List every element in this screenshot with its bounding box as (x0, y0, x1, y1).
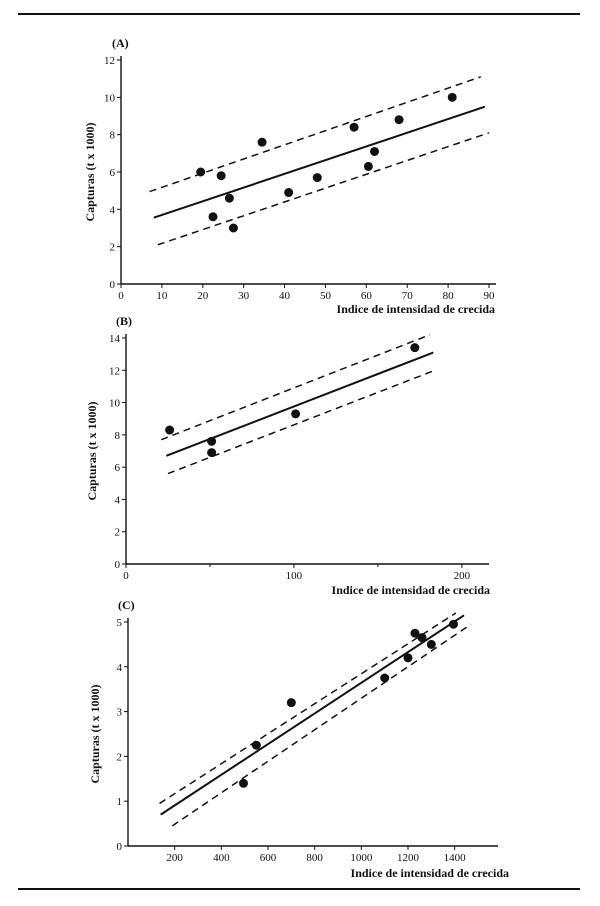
chart-a-data-point (363, 161, 373, 171)
chart-b-x-tick-label: 200 (454, 570, 471, 582)
chart-a-y-tick-label: 10 (104, 92, 116, 104)
chart-a-data-point (370, 146, 380, 156)
chart-a-data-point (208, 212, 218, 222)
chart-c-y-tick-label: 1 (117, 796, 123, 808)
chart-b-data-point (207, 436, 217, 446)
chart-c-y-tick-label: 5 (117, 617, 123, 629)
chart-c-x-tick-label: 400 (213, 852, 230, 864)
chart-a-y-tick-label: 4 (110, 204, 116, 216)
chart-b-y-tick-label: 6 (115, 462, 121, 474)
chart-b-y-tick-label: 2 (115, 527, 121, 539)
chart-c-data-point (410, 628, 420, 638)
chart-b-y-tick-label: 4 (115, 494, 121, 506)
chart-c-x-tick-label: 800 (306, 852, 323, 864)
chart-a-regression-line (153, 105, 486, 219)
chart-c-x-tick-label: 1000 (350, 852, 373, 864)
chart-a-y-tick-label: 2 (110, 242, 116, 254)
chart-b-x-axis-label: Indice de intensidad de crecida (332, 583, 490, 597)
chart-a-x-tick-label: 60 (361, 290, 373, 302)
chart-c-data-point (251, 740, 261, 750)
chart-c-lower-band (171, 623, 472, 827)
chart-b-regression-line (165, 351, 434, 457)
chart-a-x-tick-label: 0 (118, 290, 124, 302)
bottom-rule (18, 888, 580, 890)
chart-a-data-point (394, 115, 404, 125)
chart-c-x-tick-label: 200 (166, 852, 183, 864)
chart-a-data-point (196, 167, 206, 177)
chart-b-y-tick-label: 14 (109, 333, 121, 345)
chart-a-x-tick-label: 50 (320, 290, 332, 302)
chart-b-x-tick-label: 100 (286, 570, 303, 582)
chart-c-data-point (417, 633, 427, 643)
chart-a-y-axis-label: Capturas (t x 1000) (83, 123, 97, 222)
chart-a-x-axis-label: Indice de intensidad de crecida (337, 302, 495, 316)
chart-a-x-tick-label: 20 (197, 290, 209, 302)
chart-b-panel-label: (B) (116, 314, 132, 328)
chart-a-x-tick-label: 90 (484, 290, 496, 302)
chart-c: (C) 0 1 2 3 4 5 200 400 600 800 1000 1200 1400 Indice … (88, 598, 509, 880)
chart-b-y-tick-label: 12 (109, 365, 120, 377)
chart-a-data-point (257, 137, 267, 147)
chart-a-y-tick-label: 8 (110, 130, 116, 142)
chart-c-upper-band (159, 612, 457, 805)
chart-c-x-tick-label: 600 (260, 852, 277, 864)
chart-a-data-point (312, 173, 322, 183)
chart-c-data-point (449, 619, 458, 629)
chart-a-x-tick-label: 40 (279, 290, 291, 302)
chart-b-y-tick-label: 8 (115, 430, 121, 442)
chart-b-y-axis-label: Capturas (t x 1000) (85, 402, 99, 501)
chart-a-x-tick-label: 30 (238, 290, 250, 302)
chart-a-data-point (349, 122, 359, 132)
chart-b-data-point (165, 425, 175, 435)
chart-c-y-tick-label: 2 (117, 751, 123, 763)
chart-a-data-point (228, 223, 238, 233)
top-rule (18, 13, 580, 15)
chart-a-lower-band (157, 132, 490, 246)
chart-a-x-tick-label: 80 (443, 290, 455, 302)
chart-b-data-point (410, 343, 420, 353)
chart-c-x-tick-label: 1200 (397, 852, 420, 864)
chart-a-data-point (224, 193, 234, 203)
chart-b-x-tick-label: 0 (123, 570, 129, 582)
chart-c-data-point (286, 698, 296, 708)
chart-c-data-point (239, 778, 248, 788)
chart-a-data-point (284, 188, 294, 198)
chart-b-data-point (207, 448, 217, 458)
chart-c-y-tick-label: 0 (117, 841, 123, 853)
chart-c-x-tick-label: 1400 (444, 852, 467, 864)
chart-c-data-point (380, 673, 390, 683)
chart-c-y-tick-label: 4 (117, 662, 123, 674)
chart-a-x-tick-label: 70 (402, 290, 414, 302)
chart-a-y-tick-label: 6 (110, 167, 116, 179)
chart-a-data-point (447, 92, 457, 102)
chart-b-y-tick-label: 10 (109, 398, 121, 410)
chart-c-y-axis-label: Capturas (t x 1000) (88, 685, 102, 784)
chart-c-regression-line (160, 614, 465, 816)
chart-a-x-tick-label: 10 (156, 290, 168, 302)
chart-c-data-point (403, 653, 413, 663)
chart-a-upper-band (149, 76, 482, 193)
chart-b-upper-band (160, 334, 431, 441)
chart-a-y-tick-label: 0 (110, 279, 116, 291)
chart-b-y-tick-label: 0 (115, 559, 121, 571)
chart-c-panel-label: (C) (118, 598, 135, 612)
chart-a-y-tick-label: 12 (104, 55, 115, 67)
chart-c-x-axis-label: Indice de intensidad de crecida (351, 866, 509, 880)
chart-c-y-tick-label: 3 (117, 707, 123, 719)
chart-b-data-point (291, 409, 301, 419)
chart-a-data-point (216, 171, 226, 181)
chart-c-data-point (426, 639, 436, 649)
chart-a-panel-label: (A) (112, 36, 129, 50)
